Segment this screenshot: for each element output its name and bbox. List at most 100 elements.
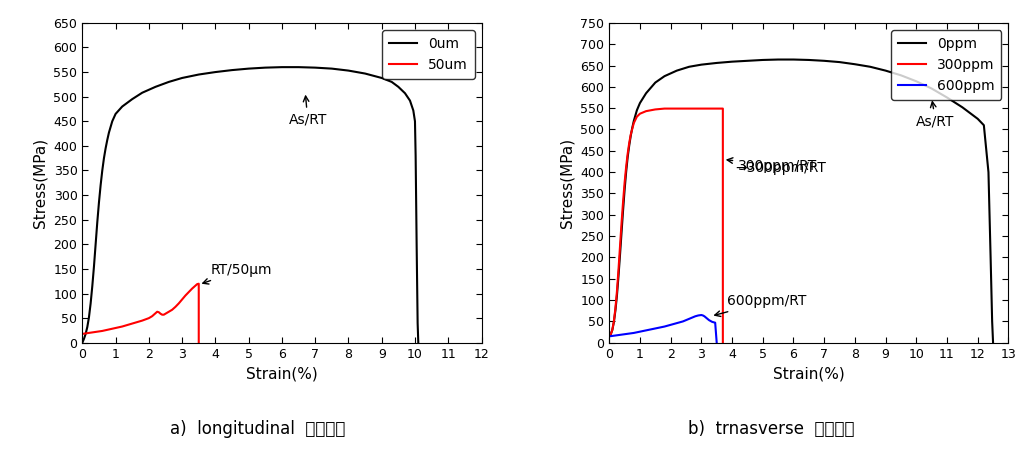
- 0um: [109, 111, 121, 117]
- 50um: [192, 281, 205, 287]
- 0ppm: [609, 308, 622, 314]
- 600ppm: [640, 328, 652, 333]
- 0ppm: [756, 57, 769, 63]
- 300ppm: [619, 164, 632, 170]
- Line: 0ppm: 0ppm: [609, 59, 993, 343]
- 0ppm: [956, 105, 968, 110]
- Text: As/RT: As/RT: [916, 102, 955, 128]
- 300ppm: [625, 132, 637, 138]
- 300ppm: [705, 106, 717, 112]
- 50um: [186, 286, 199, 292]
- 300ppm: [614, 244, 627, 250]
- 0um: [376, 75, 388, 81]
- 0um: [98, 155, 110, 161]
- 600ppm: [699, 314, 711, 319]
- 0ppm: [725, 59, 738, 64]
- 300ppm: [611, 289, 624, 294]
- 0ppm: [772, 57, 784, 62]
- 50um: [151, 309, 164, 314]
- 50um: [136, 318, 148, 324]
- 600ppm: [609, 333, 622, 338]
- Text: b)  trnasverse  판재시편: b) trnasverse 판재시편: [688, 420, 855, 438]
- 300ppm: [634, 111, 646, 117]
- 600ppm: [697, 313, 709, 318]
- 50um: [189, 283, 202, 288]
- 0ppm: [978, 122, 990, 128]
- 0ppm: [864, 64, 877, 69]
- 0um: [243, 66, 255, 71]
- 0um: [126, 96, 138, 102]
- 50um: [182, 289, 194, 295]
- 0ppm: [683, 64, 696, 69]
- 600ppm: [709, 320, 721, 325]
- 0um: [81, 324, 94, 330]
- 300ppm: [612, 267, 625, 273]
- 0ppm: [631, 107, 643, 113]
- 0ppm: [623, 143, 635, 149]
- 0ppm: [696, 62, 708, 67]
- 300ppm: [603, 334, 615, 339]
- Line: 50um: 50um: [82, 284, 199, 343]
- 0um: [209, 69, 221, 75]
- 50um: [170, 304, 182, 309]
- 600ppm: [603, 334, 615, 339]
- 50um: [154, 311, 167, 316]
- 0um: [95, 182, 107, 188]
- 300ppm: [665, 106, 677, 112]
- 50um: [130, 320, 142, 325]
- 0um: [225, 67, 238, 73]
- Legend: 0um, 50um: 0um, 50um: [382, 30, 474, 79]
- 600ppm: [693, 313, 705, 318]
- 600ppm: [700, 315, 712, 320]
- 600ppm: [689, 314, 702, 319]
- 0um: [392, 84, 404, 90]
- 300ppm: [659, 106, 671, 112]
- 0um: [101, 137, 113, 143]
- 50um: [109, 325, 121, 331]
- 0um: [106, 118, 118, 124]
- 0um: [82, 314, 95, 320]
- 0um: [136, 90, 148, 96]
- 0um: [386, 79, 398, 85]
- 600ppm: [634, 329, 646, 335]
- 0um: [86, 283, 99, 289]
- 0um: [90, 242, 102, 247]
- 600ppm: [628, 330, 640, 336]
- 600ppm: [615, 332, 628, 337]
- 50um: [163, 309, 175, 314]
- Text: a)  longitudinal  판재시편: a) longitudinal 판재시편: [170, 420, 345, 438]
- 0ppm: [640, 90, 652, 96]
- 300ppm: [699, 106, 711, 112]
- 300ppm: [616, 199, 629, 205]
- 0ppm: [986, 319, 998, 324]
- 300ppm: [715, 106, 728, 112]
- 600ppm: [652, 325, 665, 330]
- 0um: [100, 146, 112, 151]
- 0um: [292, 64, 305, 70]
- 0ppm: [803, 57, 815, 63]
- 50um: [156, 312, 169, 318]
- 300ppm: [618, 180, 631, 186]
- 600ppm: [706, 319, 718, 324]
- 0um: [412, 320, 424, 326]
- 0ppm: [659, 74, 671, 79]
- 50um: [90, 329, 102, 335]
- 0um: [87, 264, 100, 269]
- 0ppm: [606, 327, 618, 333]
- 300ppm: [649, 106, 662, 112]
- 50um: [176, 297, 188, 302]
- 50um: [143, 315, 155, 321]
- 0um: [93, 200, 105, 205]
- 600ppm: [622, 331, 634, 336]
- 300ppm: [622, 151, 634, 157]
- 0ppm: [625, 133, 637, 138]
- 0ppm: [741, 58, 753, 64]
- 600ppm: [677, 319, 689, 324]
- 0ppm: [787, 57, 800, 62]
- 0um: [163, 79, 175, 85]
- 0ppm: [616, 208, 629, 213]
- 300ppm: [683, 106, 696, 112]
- 600ppm: [708, 319, 720, 325]
- 0um: [407, 108, 420, 113]
- 300ppm: [623, 140, 635, 146]
